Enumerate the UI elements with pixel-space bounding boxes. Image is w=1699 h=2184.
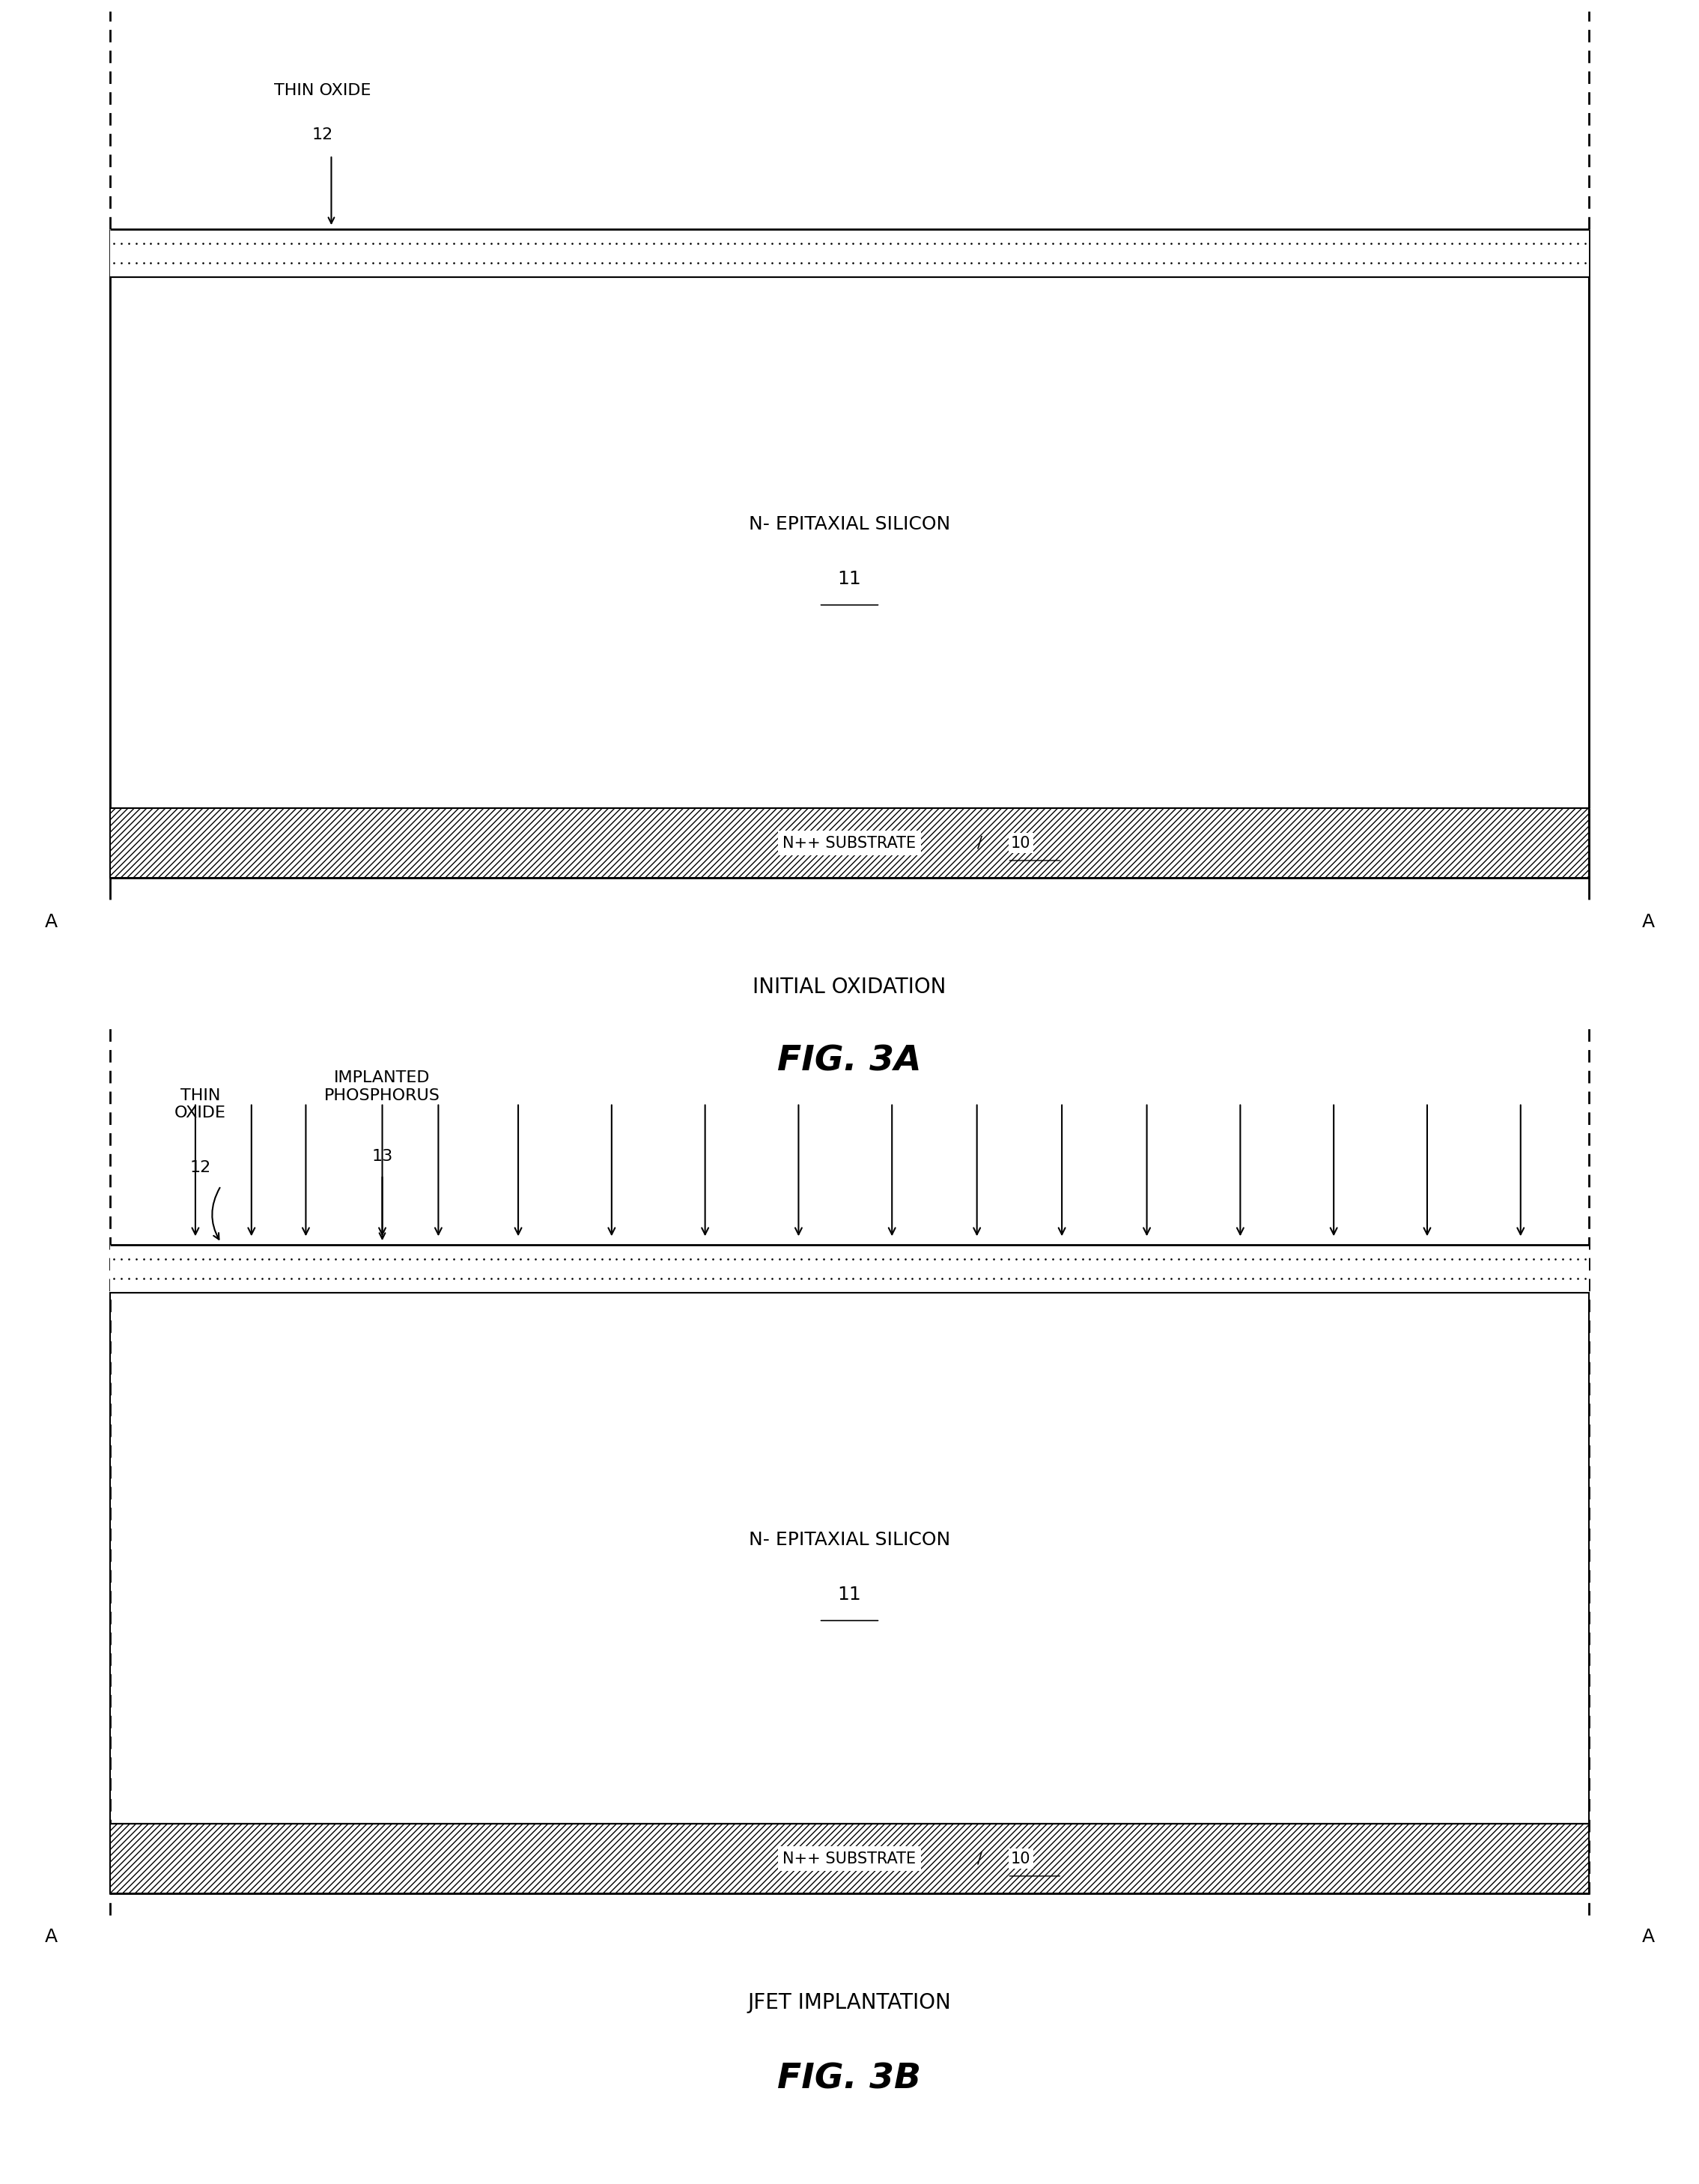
Text: 12: 12 [313,127,333,142]
Text: 13: 13 [372,1149,392,1164]
Bar [110,277,1589,808]
Bar [110,1293,1589,1824]
Text: N++ SUBSTRATE: N++ SUBSTRATE [783,836,916,850]
Text: THIN
OXIDE: THIN OXIDE [175,1088,226,1120]
Text: N- EPITAXIAL SILICON: N- EPITAXIAL SILICON [749,1531,950,1548]
Text: /: / [977,836,982,850]
Bar [110,1824,1589,1894]
Text: FIG. 3B: FIG. 3B [778,2062,921,2097]
Text: N- EPITAXIAL SILICON: N- EPITAXIAL SILICON [749,515,950,533]
Text: INITIAL OXIDATION: INITIAL OXIDATION [753,976,946,998]
Bar [110,229,1589,277]
Text: THIN OXIDE: THIN OXIDE [274,83,372,98]
Text: JFET IMPLANTATION: JFET IMPLANTATION [748,1992,951,2014]
Text: 10: 10 [1011,836,1031,850]
Text: N++ SUBSTRATE: N++ SUBSTRATE [783,1852,916,1865]
Text: A: A [1641,1928,1655,1946]
Text: 12: 12 [190,1160,211,1175]
Text: A: A [44,913,58,930]
Text: 11: 11 [838,1586,861,1603]
Text: FIG. 3A: FIG. 3A [778,1044,921,1079]
Text: A: A [1641,913,1655,930]
Text: 11: 11 [838,570,861,587]
Text: /: / [977,1852,982,1865]
Bar [110,808,1589,878]
Text: 10: 10 [1011,1852,1031,1865]
Text: A: A [44,1928,58,1946]
Text: IMPLANTED
PHOSPHORUS: IMPLANTED PHOSPHORUS [325,1070,440,1103]
Bar [110,1245,1589,1293]
